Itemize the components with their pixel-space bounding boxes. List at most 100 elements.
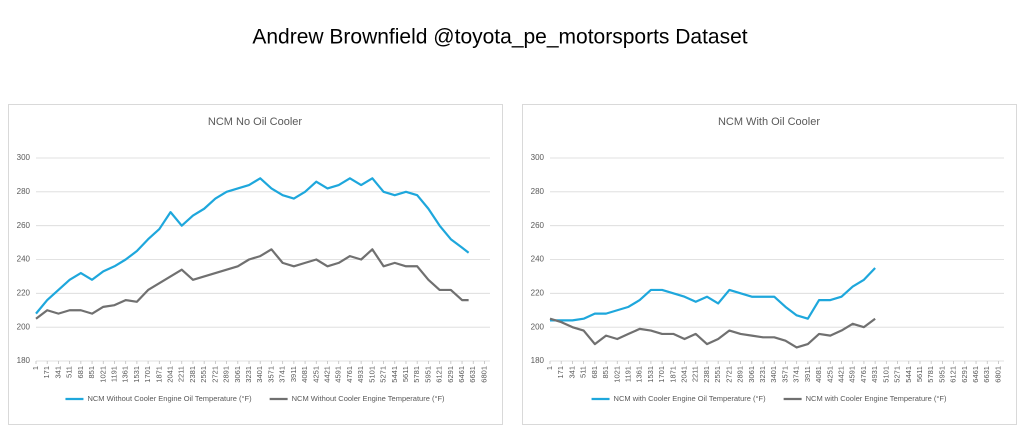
x-tick-label: 2041 [166, 366, 175, 383]
x-tick-label: 5781 [412, 366, 421, 383]
legend-label: NCM Without Cooler Engine Oil Temperatur… [87, 394, 252, 403]
x-tick-label: 4761 [859, 366, 868, 383]
x-tick-label: 3911 [803, 366, 812, 382]
x-tick-label: 5781 [926, 366, 935, 383]
x-tick-label: 2721 [210, 366, 219, 383]
x-tick-label: 5951 [937, 366, 946, 383]
x-tick-label: 1701 [143, 366, 152, 383]
y-tick-label: 260 [17, 221, 31, 230]
x-tick-label: 511 [579, 366, 588, 378]
x-tick-label: 6461 [457, 366, 466, 383]
legend-label: NCM Without Cooler Engine Temperature (°… [292, 394, 445, 403]
x-tick-label: 4931 [356, 366, 365, 383]
x-tick-label: 5951 [423, 366, 432, 383]
x-tick-label: 1871 [154, 366, 163, 383]
x-tick-label: 6291 [960, 366, 969, 383]
x-tick-label: 4421 [322, 366, 331, 383]
x-tick-label: 1021 [98, 366, 107, 383]
x-tick-label: 3231 [244, 366, 253, 383]
x-tick-label: 5101 [367, 366, 376, 383]
y-tick-label: 300 [531, 153, 545, 162]
x-tick-label: 5271 [379, 366, 388, 383]
x-tick-label: 681 [76, 366, 85, 379]
x-tick-label: 5611 [401, 366, 410, 382]
x-tick-label: 3061 [747, 366, 756, 383]
x-tick-label: 1531 [646, 366, 655, 383]
series-line [35, 248, 469, 320]
y-tick-label: 240 [531, 255, 545, 264]
x-tick-label: 5441 [904, 366, 913, 383]
x-tick-label: 1021 [612, 366, 621, 383]
x-tick-label: 1 [31, 366, 40, 370]
y-tick-label: 260 [531, 221, 545, 230]
x-tick-label: 1 [545, 366, 554, 370]
x-tick-label: 4081 [300, 366, 309, 383]
x-tick-label: 6801 [993, 366, 1002, 383]
y-tick-label: 200 [531, 322, 545, 331]
x-tick-label: 6461 [971, 366, 980, 383]
x-tick-label: 3741 [278, 366, 287, 383]
x-tick-label: 2551 [199, 366, 208, 383]
x-tick-label: 5441 [390, 366, 399, 383]
x-tick-label: 5101 [881, 366, 890, 383]
x-tick-label: 341 [567, 366, 576, 379]
x-tick-label: 5611 [915, 366, 924, 382]
y-tick-label: 180 [531, 356, 545, 365]
x-tick-label: 681 [590, 366, 599, 379]
x-tick-label: 341 [53, 366, 62, 379]
y-tick-label: 280 [531, 187, 545, 196]
x-tick-label: 171 [42, 366, 51, 379]
x-tick-label: 6801 [479, 366, 488, 383]
x-tick-label: 2721 [724, 366, 733, 383]
x-tick-label: 2211 [177, 366, 186, 382]
x-tick-label: 4591 [848, 366, 857, 383]
series-line [550, 267, 876, 322]
x-tick-label: 6631 [982, 366, 991, 383]
x-tick-label: 4251 [311, 366, 320, 383]
y-tick-label: 200 [17, 322, 31, 331]
x-tick-label: 1191 [109, 366, 118, 382]
chart-panel: NCM With Oil Cooler 180 200 220 240 260 280 300… [522, 104, 1017, 425]
x-tick-label: 2381 [188, 366, 197, 383]
x-tick-label: 6121 [949, 366, 958, 383]
series-line [549, 317, 876, 349]
x-tick-label: 6291 [446, 366, 455, 383]
x-tick-label: 1871 [668, 366, 677, 383]
x-tick-label: 2381 [702, 366, 711, 383]
legend: NCM Without Cooler Engine Oil Temperatur… [65, 394, 445, 403]
x-tick-label: 3401 [769, 366, 778, 383]
y-tick-label: 220 [17, 288, 31, 297]
x-tick-label: 2041 [680, 366, 689, 383]
y-tick-label: 280 [17, 187, 31, 196]
y-tick-label: 220 [531, 288, 545, 297]
x-tick-label: 3061 [233, 366, 242, 383]
legend: NCM with Cooler Engine Oil Temperature (… [591, 394, 947, 403]
x-tick-label: 4421 [836, 366, 845, 383]
x-tick-label: 1191 [623, 366, 632, 382]
x-tick-label: 3911 [289, 366, 298, 382]
x-tick-label: 2891 [736, 366, 745, 383]
x-tick-label: 3231 [758, 366, 767, 383]
x-tick-label: 1701 [657, 366, 666, 383]
x-tick-label: 4761 [345, 366, 354, 383]
x-tick-label: 3741 [792, 366, 801, 383]
chart-title: NCM No Oil Cooler [208, 116, 302, 128]
y-tick-label: 300 [17, 153, 31, 162]
x-tick-label: 851 [87, 366, 96, 379]
series-line [35, 177, 470, 315]
x-tick-label: 511 [65, 366, 74, 378]
y-tick-label: 240 [17, 255, 31, 264]
legend-label: NCM with Cooler Engine Oil Temperature (… [614, 394, 767, 403]
x-tick-label: 3571 [780, 366, 789, 383]
x-tick-label: 6121 [435, 366, 444, 383]
x-tick-label: 1531 [132, 366, 141, 383]
page-title: Andrew Brownfield @toyota_pe_motorsports… [252, 26, 747, 49]
x-tick-label: 2891 [222, 366, 231, 383]
x-tick-label: 6631 [468, 366, 477, 383]
legend-label: NCM with Cooler Engine Temperature (°F) [806, 394, 947, 403]
x-tick-label: 3401 [255, 366, 264, 383]
x-tick-label: 4081 [814, 366, 823, 383]
x-tick-label: 5271 [893, 366, 902, 383]
